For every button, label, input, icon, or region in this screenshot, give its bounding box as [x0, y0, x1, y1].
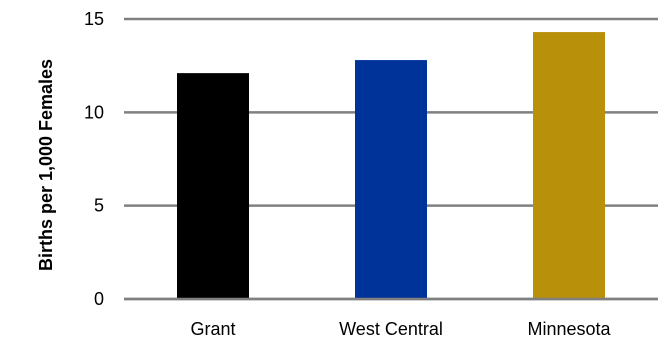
x-tick-label-grant: Grant: [190, 319, 235, 339]
y-tick-label-10: 10: [84, 102, 104, 122]
x-tick-label-west-central: West Central: [339, 319, 443, 339]
bar-west-central: [355, 60, 427, 299]
y-tick-label-5: 5: [94, 196, 104, 216]
bars: [177, 32, 605, 300]
x-tick-label-minnesota: Minnesota: [527, 319, 611, 339]
y-tick-label-0: 0: [94, 289, 104, 309]
x-axis-labels: Grant West Central Minnesota: [190, 319, 611, 339]
y-axis-ticks: 0 5 10 15: [84, 9, 104, 309]
bar-minnesota: [533, 32, 605, 300]
y-tick-label-15: 15: [84, 9, 104, 29]
y-axis-title: Births per 1,000 Females: [36, 59, 56, 271]
bar-grant: [177, 73, 249, 299]
